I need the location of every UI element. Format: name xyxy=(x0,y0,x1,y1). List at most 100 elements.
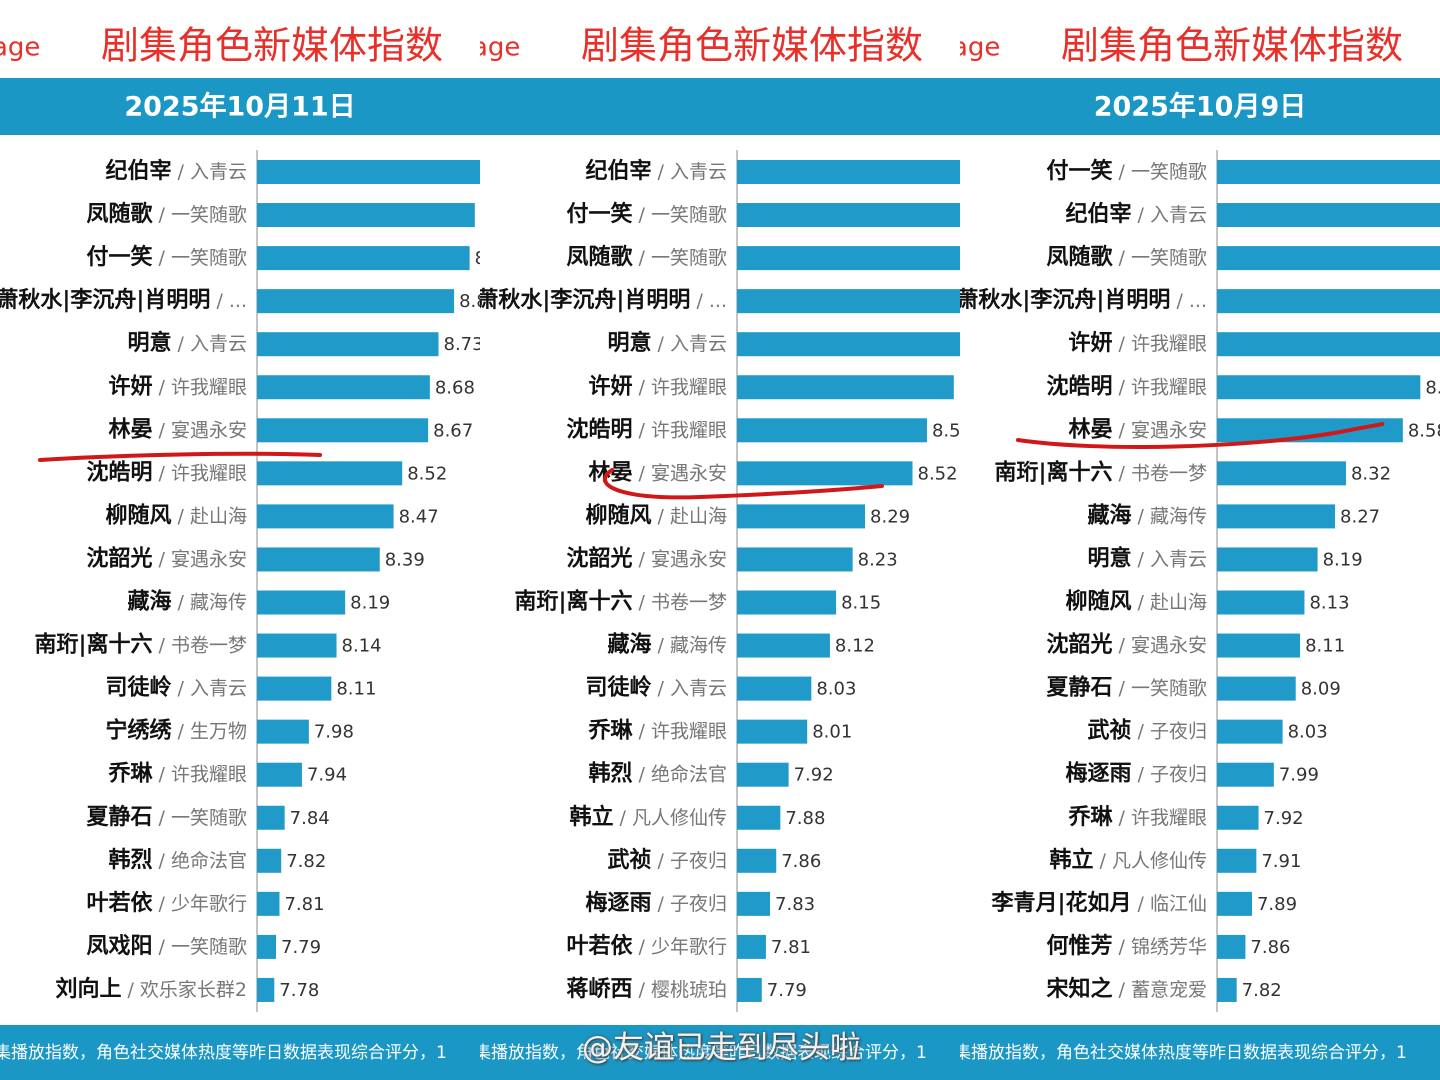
value-label: 8.14 xyxy=(342,636,382,657)
value-label: 7.98 xyxy=(314,722,354,743)
bar xyxy=(1217,676,1296,701)
category-label: 梅逐雨 / 子夜归 xyxy=(1066,761,1207,787)
footnote: 集播放指数，角色社交媒体热度等昨日数据表现综合评分，1 xyxy=(0,1043,447,1063)
character-name: 萧秋水|李沉舟|肖明明 xyxy=(0,287,210,313)
character-name: 藏海 xyxy=(1088,502,1132,528)
value-label: 7.81 xyxy=(284,894,324,915)
character-name: 夏静石 xyxy=(87,804,153,830)
character-name: 凤随歌 xyxy=(1047,244,1114,270)
bar xyxy=(1217,848,1257,873)
character-name: 梅逐雨 xyxy=(1066,761,1132,787)
character-name: 夏静石 xyxy=(1047,675,1113,701)
character-name: 凤随歌 xyxy=(87,201,154,227)
drama-name: / ... xyxy=(216,290,247,312)
chart: age剧集角色新媒体指数2025年10月11日纪伯宰/ 入青云8.97凤随歌/ … xyxy=(0,24,480,1080)
category-label: 付一笑 / 一笑随歌 xyxy=(1047,158,1207,184)
character-name: 叶若依 xyxy=(87,890,154,916)
value-label: 8.47 xyxy=(399,506,439,527)
drama-name: / 绝命法官 xyxy=(639,763,727,785)
chart-panel: age剧集角色新媒体指数纪伯宰/ 入青云9.05付一笑/ 一笑随歌8.96凤随歌… xyxy=(480,0,960,1080)
header-band xyxy=(960,78,1440,135)
bar xyxy=(257,676,332,701)
character-name: 沈皓明 xyxy=(1047,373,1113,399)
value-label: 8.59 xyxy=(932,420,960,441)
value-label: 8.67 xyxy=(433,420,473,441)
bar xyxy=(737,203,960,228)
character-name: 宁绣绣 xyxy=(106,718,173,744)
bar xyxy=(1217,203,1440,228)
drama-name: / 许我耀眼 xyxy=(1119,806,1207,828)
category-label: 宋知之 / 蓄意宠爱 xyxy=(1047,976,1207,1002)
category-label: 凤随歌 / 一笑随歌 xyxy=(1047,244,1207,270)
category-label: 许妍 / 许我耀眼 xyxy=(109,373,247,399)
character-name: 乔琳 xyxy=(108,762,154,787)
character-name: 藏海 xyxy=(608,632,652,658)
drama-name: / 入青云 xyxy=(1138,548,1207,570)
bar xyxy=(1217,461,1346,486)
drama-name: / 入青云 xyxy=(1138,204,1207,226)
footnote: 集播放指数，角色社交媒体热度等昨日数据表现综合评分，1 xyxy=(960,1043,1407,1063)
drama-name: / 许我耀眼 xyxy=(159,763,247,785)
drama-name: / 生万物 xyxy=(178,720,247,742)
chart-panel: age剧集角色新媒体指数2025年10月11日纪伯宰/ 入青云8.97凤随歌/ … xyxy=(0,0,480,1080)
category-label: 沈皓明 / 许我耀眼 xyxy=(1047,373,1207,399)
bar xyxy=(257,504,394,529)
drama-name: / 宴遇永安 xyxy=(1119,418,1207,441)
drama-name: / 许我耀眼 xyxy=(159,376,247,398)
category-label: 纪伯宰 / 入青云 xyxy=(1066,201,1207,227)
category-label: 南珩|离十六 / 书卷一梦 xyxy=(995,459,1208,485)
character-name: 许妍 xyxy=(1069,330,1113,356)
drama-name: / 入青云 xyxy=(658,677,727,699)
character-name: 司徒岭 xyxy=(106,675,172,701)
character-name: 萧秋水|李沉舟|肖明明 xyxy=(960,287,1170,313)
category-label: 凤戏阳 / 一笑随歌 xyxy=(87,934,247,959)
drama-name: / 许我耀眼 xyxy=(639,376,727,398)
category-label: 付一笑 / 一笑随歌 xyxy=(567,201,727,227)
category-label: 武祯 / 子夜归 xyxy=(608,847,727,873)
character-name: 沈韶光 xyxy=(87,545,153,571)
bar xyxy=(1217,891,1252,916)
category-label: 纪伯宰 / 入青云 xyxy=(586,158,727,184)
category-label: 藏海 / 藏海传 xyxy=(128,589,247,615)
drama-name: / 一笑随歌 xyxy=(159,806,247,828)
category-label: 萧秋水|李沉舟|肖明明 / ... xyxy=(960,287,1207,313)
bar xyxy=(1217,504,1336,529)
category-label: 藏海 / 藏海传 xyxy=(608,632,727,658)
category-label: 凤随歌 / 一笑随歌 xyxy=(567,244,727,270)
bar xyxy=(737,504,866,529)
category-label: 夏静石 / 一笑随歌 xyxy=(1047,675,1207,701)
character-name: 宋知之 xyxy=(1047,976,1113,1002)
drama-name: / 赴山海 xyxy=(178,505,247,527)
character-name: 凤戏阳 xyxy=(87,934,153,959)
character-name: 明意 xyxy=(128,330,172,356)
watermark: @友谊已走到尽头啦 xyxy=(582,1030,861,1066)
value-label: 7.79 xyxy=(281,937,321,958)
drama-name: / 蓄意宠爱 xyxy=(1119,978,1207,1000)
bar xyxy=(1217,160,1440,184)
bar xyxy=(737,848,777,873)
category-label: 何惟芳 / 锦绣芳华 xyxy=(1047,933,1207,959)
value-label: 7.89 xyxy=(1257,894,1297,915)
category-label: 沈韶光 / 宴遇永安 xyxy=(87,545,247,571)
category-label: 武祯 / 子夜归 xyxy=(1088,718,1207,744)
value-label: 7.88 xyxy=(785,808,825,829)
category-label: 沈皓明 / 许我耀眼 xyxy=(87,459,247,485)
bar xyxy=(257,375,430,400)
bar xyxy=(257,332,439,357)
bar xyxy=(257,805,285,830)
drama-name: / 欢乐家长群2 xyxy=(127,978,247,1000)
character-name: 纪伯宰 xyxy=(1066,201,1132,227)
character-name: 沈皓明 xyxy=(87,459,153,485)
bar xyxy=(257,246,470,271)
value-label: 8.12 xyxy=(835,636,875,657)
character-name: 付一笑 xyxy=(567,201,633,227)
category-label: 许妍 / 许我耀眼 xyxy=(589,373,727,399)
character-name: 付一笑 xyxy=(87,244,153,270)
bar xyxy=(257,547,380,572)
drama-name: / 赴山海 xyxy=(658,505,727,527)
bar xyxy=(1217,375,1421,400)
value-label: 8.66 xyxy=(1425,377,1440,398)
bar xyxy=(257,633,337,658)
category-label: 柳随风 / 赴山海 xyxy=(586,502,727,528)
drama-name: / 临江仙 xyxy=(1138,892,1207,914)
